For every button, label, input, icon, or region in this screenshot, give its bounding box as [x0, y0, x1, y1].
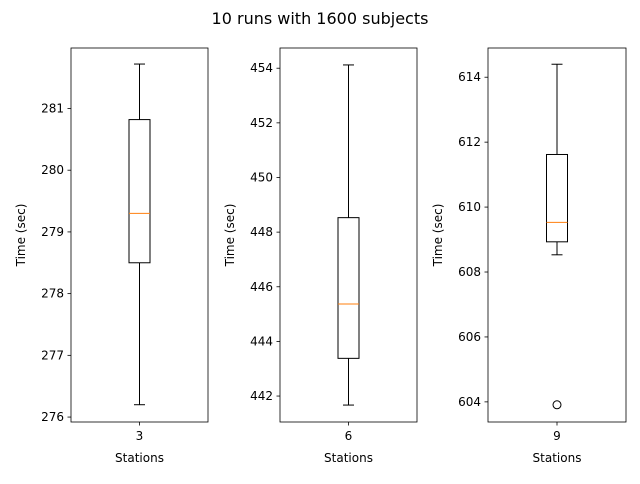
y-tick-label: 442 — [250, 389, 273, 403]
subplot-1: 276 277 278 279 280 281 3 Stations Time (sec) — [14, 47, 209, 465]
y-tick-label: 278 — [41, 287, 64, 301]
x-tick-label: 3 — [136, 429, 144, 443]
y-tick-label: 279 — [41, 225, 64, 239]
x-axis-label: Stations — [533, 451, 582, 465]
y-tick-label: 614 — [458, 70, 481, 84]
y-tick-label: 604 — [458, 395, 481, 409]
y-tick-label: 610 — [458, 200, 481, 214]
iqr-box — [128, 119, 151, 264]
x-axis-label: Stations — [115, 451, 164, 465]
iqr-box — [337, 217, 360, 359]
y-tick-label: 612 — [458, 135, 481, 149]
y-axis-label: Time (sec) — [223, 204, 237, 268]
y-axis-label: Time (sec) — [431, 204, 445, 268]
y-tick-label: 452 — [250, 116, 273, 130]
y-tick-label: 280 — [41, 163, 64, 177]
subplot-3: 604 606 608 610 612 614 9 Stations Time (sec) — [431, 47, 627, 465]
y-tick-label: 444 — [250, 334, 273, 348]
subplot-2: 442 444 446 448 450 452 454 6 Stations Time (sec) — [223, 47, 418, 465]
y-tick-label: 454 — [250, 61, 273, 75]
y-axis-label: Time (sec) — [14, 204, 28, 268]
outlier-point — [552, 400, 562, 410]
y-tick-label: 281 — [41, 101, 64, 115]
y-tick-label: 446 — [250, 280, 273, 294]
y-tick-label: 277 — [41, 348, 64, 362]
figure-title: 10 runs with 1600 subjects — [212, 9, 429, 28]
y-tick-label: 608 — [458, 265, 481, 279]
x-tick-label: 6 — [345, 429, 353, 443]
y-tick-label: 276 — [41, 410, 64, 424]
x-tick-label: 9 — [553, 429, 561, 443]
x-axis-label: Stations — [324, 451, 373, 465]
iqr-box — [546, 153, 568, 243]
y-tick-label: 448 — [250, 225, 273, 239]
y-tick-label: 606 — [458, 330, 481, 344]
y-tick-label: 450 — [250, 170, 273, 184]
